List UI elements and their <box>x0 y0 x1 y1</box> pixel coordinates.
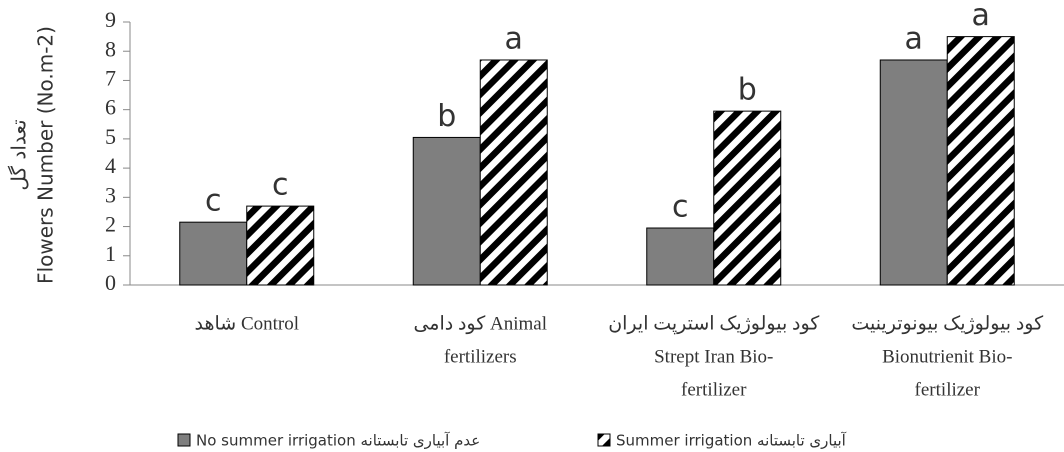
y-tick-label: 5 <box>105 124 116 149</box>
legend-swatch <box>177 433 191 447</box>
x-tick-label: Bionutrienit Bio- <box>882 346 1012 367</box>
x-tick-label: fertilizer <box>681 379 747 400</box>
y-tick-label: 2 <box>105 212 116 237</box>
bar <box>946 36 1015 286</box>
y-tick-label: 1 <box>105 241 116 266</box>
x-tick-label: کود دامی Animal <box>413 313 547 334</box>
x-tick-label: fertilizers <box>444 346 517 367</box>
significance-letter: c <box>272 168 289 203</box>
x-tick-label: کود بیولوژیک بیونوترینیت <box>851 313 1044 334</box>
significance-letter: b <box>437 99 456 134</box>
y-axis-label: Flowers Number (No.m-2) <box>34 26 58 284</box>
significance-letter: a <box>972 0 990 33</box>
bar <box>646 227 715 286</box>
y-tick-label: 8 <box>105 36 116 61</box>
significance-letter: a <box>505 21 523 56</box>
x-tick-label: کود بیولوژیک استرپت ایران <box>608 313 820 334</box>
y-tick-label: 3 <box>105 182 116 207</box>
y-tick-label: 6 <box>105 95 116 120</box>
significance-letter: a <box>905 21 923 56</box>
y-tick-label: 0 <box>105 270 116 295</box>
y-axis-label: تعداد گل <box>7 119 31 190</box>
legend-swatch <box>597 433 611 447</box>
bar <box>246 205 315 286</box>
significance-letter: c <box>672 190 689 225</box>
bar <box>412 136 481 286</box>
x-tick-label: شاهد Control <box>194 313 299 334</box>
bar <box>713 110 782 286</box>
x-tick-label: fertilizer <box>915 379 981 400</box>
y-tick-label: 7 <box>105 65 116 90</box>
y-tick-label: 9 <box>105 7 116 32</box>
x-tick-label: Strept Iran Bio- <box>654 346 773 367</box>
bar <box>479 59 548 286</box>
legend-label: Summer irrigation آبیاری تابستانه <box>616 432 847 450</box>
bar <box>879 59 948 286</box>
significance-letter: c <box>205 184 222 219</box>
significance-letter: b <box>738 73 757 108</box>
bar <box>179 221 248 286</box>
y-tick-label: 4 <box>105 153 116 178</box>
legend-label: No summer irrigation عدم آبیاری تابستانه <box>196 432 480 450</box>
